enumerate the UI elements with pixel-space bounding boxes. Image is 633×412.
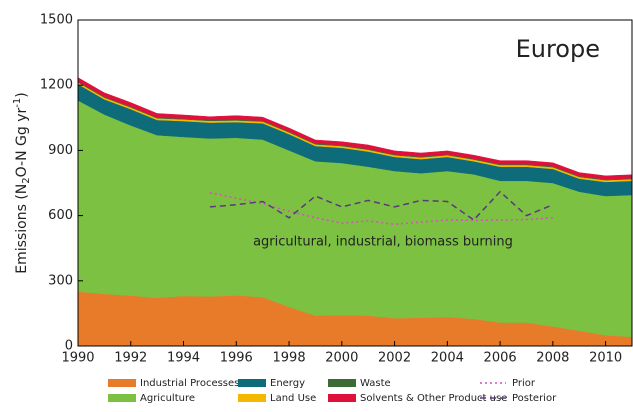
legend-label: Industrial Processes [140, 378, 239, 389]
legend-swatch [328, 379, 356, 387]
x-tick-label: 1990 [61, 351, 94, 366]
y-tick-label: 600 [48, 208, 73, 223]
region-label: Europe [516, 35, 600, 63]
legend-swatch [238, 379, 266, 387]
y-tick-label: 1500 [40, 13, 73, 28]
x-tick-label: 2008 [536, 351, 569, 366]
y-tick-label: 0 [65, 339, 73, 354]
legend-swatch [238, 394, 266, 402]
y-label-part: ) [14, 92, 30, 97]
y-label-sub: 2 [21, 177, 32, 183]
y-label-part: O-N Gg yr [14, 108, 30, 178]
y-tick-label: 900 [48, 143, 73, 158]
y-label-sup: -1 [12, 98, 23, 108]
y-tick-label: 300 [48, 273, 73, 288]
legend-swatch [108, 394, 136, 402]
x-tick-label: 1992 [114, 351, 147, 366]
y-label-part: Emissions (N [14, 184, 30, 274]
x-tick-label: 2002 [378, 351, 411, 366]
x-tick-label: 2006 [484, 351, 517, 366]
y-axis-label: Emissions (N2O-N Gg yr-1) [12, 92, 32, 273]
legend-label: Waste [360, 378, 391, 389]
legend-label: Energy [270, 378, 305, 389]
legend-label: Posterior [512, 393, 557, 404]
x-tick-label: 2000 [325, 351, 358, 366]
x-tick-label: 2010 [589, 351, 622, 366]
line [209, 192, 553, 226]
x-tick-label: 1994 [167, 351, 200, 366]
x-tick-label: 1996 [220, 351, 253, 366]
legend-label: Land Use [270, 393, 316, 404]
annotation: agricultural, industrial, biomass burnin… [253, 235, 513, 250]
x-tick-label: 2004 [431, 351, 464, 366]
legend-label: Agriculture [140, 393, 195, 404]
plot-frame [77, 19, 633, 347]
legend-swatch [328, 394, 356, 402]
y-tick-label: 1200 [40, 78, 73, 93]
legend-swatch [108, 379, 136, 387]
x-tick-label: 1998 [273, 351, 306, 366]
legend-label: Solvents & Other Product use [360, 393, 507, 404]
legend-label: Prior [512, 378, 536, 389]
